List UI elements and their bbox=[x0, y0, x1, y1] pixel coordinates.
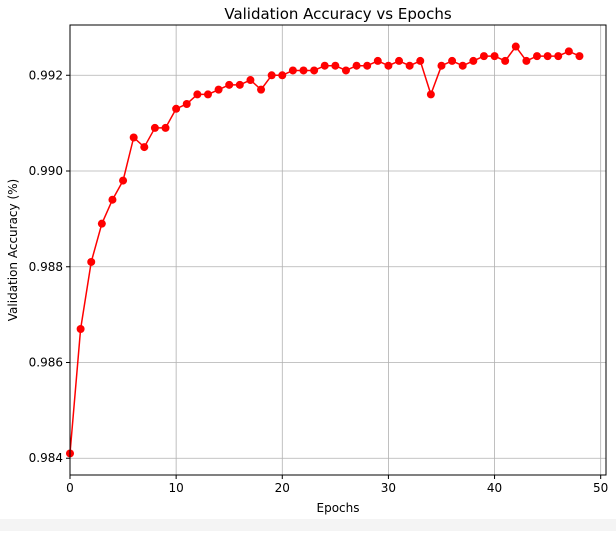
grid-layer bbox=[69, 25, 606, 475]
y-tick-label: 0.992 bbox=[29, 68, 63, 82]
chart-title: Validation Accuracy vs Epochs bbox=[224, 5, 451, 23]
data-point bbox=[129, 133, 138, 142]
data-point bbox=[501, 56, 510, 65]
data-point bbox=[310, 66, 319, 75]
data-point bbox=[416, 56, 425, 65]
data-point bbox=[288, 66, 297, 75]
data-point bbox=[193, 90, 202, 99]
data-point bbox=[448, 56, 457, 65]
data-point bbox=[373, 56, 382, 65]
data-point bbox=[479, 52, 488, 61]
data-point bbox=[426, 90, 435, 99]
x-tick-label: 40 bbox=[487, 481, 502, 495]
data-point bbox=[97, 219, 106, 228]
data-point bbox=[108, 195, 117, 204]
data-point bbox=[119, 176, 128, 185]
series-marker-layer bbox=[66, 42, 584, 458]
x-tick-label: 50 bbox=[593, 481, 608, 495]
data-point bbox=[469, 56, 478, 65]
tick-layer: 0 10 20 30 40 50 0.984 0.986 0.988 0.990 0.992 bbox=[29, 68, 609, 495]
data-point bbox=[511, 42, 520, 51]
data-point bbox=[246, 76, 255, 85]
x-tick-label: 20 bbox=[275, 481, 290, 495]
series-line-layer bbox=[69, 45, 580, 454]
data-point bbox=[341, 66, 350, 75]
data-point bbox=[395, 56, 404, 65]
data-point bbox=[299, 66, 308, 75]
data-point bbox=[140, 143, 149, 152]
series-line bbox=[69, 45, 580, 454]
data-point bbox=[257, 85, 266, 94]
data-point bbox=[267, 71, 276, 80]
y-tick-label: 0.988 bbox=[29, 260, 63, 274]
data-point bbox=[278, 71, 287, 80]
data-point bbox=[533, 52, 542, 61]
data-point bbox=[384, 61, 393, 70]
data-point bbox=[182, 99, 191, 108]
data-point bbox=[554, 52, 563, 61]
data-point bbox=[320, 61, 329, 70]
data-point bbox=[225, 80, 234, 89]
data-point bbox=[76, 324, 85, 333]
data-point bbox=[235, 80, 244, 89]
data-point bbox=[405, 61, 414, 70]
data-point bbox=[331, 61, 340, 70]
y-tick-label: 0.986 bbox=[29, 356, 63, 370]
data-point bbox=[437, 61, 446, 70]
data-point bbox=[458, 61, 467, 70]
data-point bbox=[214, 85, 223, 94]
data-point bbox=[161, 123, 170, 132]
x-tick-label: 0 bbox=[66, 481, 74, 495]
data-point bbox=[564, 47, 573, 56]
plot-frame bbox=[69, 24, 607, 476]
x-tick-label: 30 bbox=[381, 481, 396, 495]
data-point bbox=[87, 257, 96, 266]
data-point bbox=[575, 52, 584, 61]
bottom-strip bbox=[0, 519, 616, 531]
x-tick-label: 10 bbox=[168, 481, 183, 495]
data-point bbox=[172, 104, 181, 113]
x-axis-label: Epochs bbox=[317, 501, 360, 515]
y-axis-label: Validation Accuracy (%) bbox=[6, 179, 20, 321]
data-point bbox=[203, 90, 212, 99]
data-point bbox=[363, 61, 372, 70]
data-point bbox=[543, 52, 552, 61]
y-tick-label: 0.990 bbox=[29, 164, 63, 178]
data-point bbox=[490, 52, 499, 61]
data-point bbox=[352, 61, 361, 70]
y-tick-label: 0.984 bbox=[29, 451, 63, 465]
data-point bbox=[150, 123, 159, 132]
data-point bbox=[522, 56, 531, 65]
